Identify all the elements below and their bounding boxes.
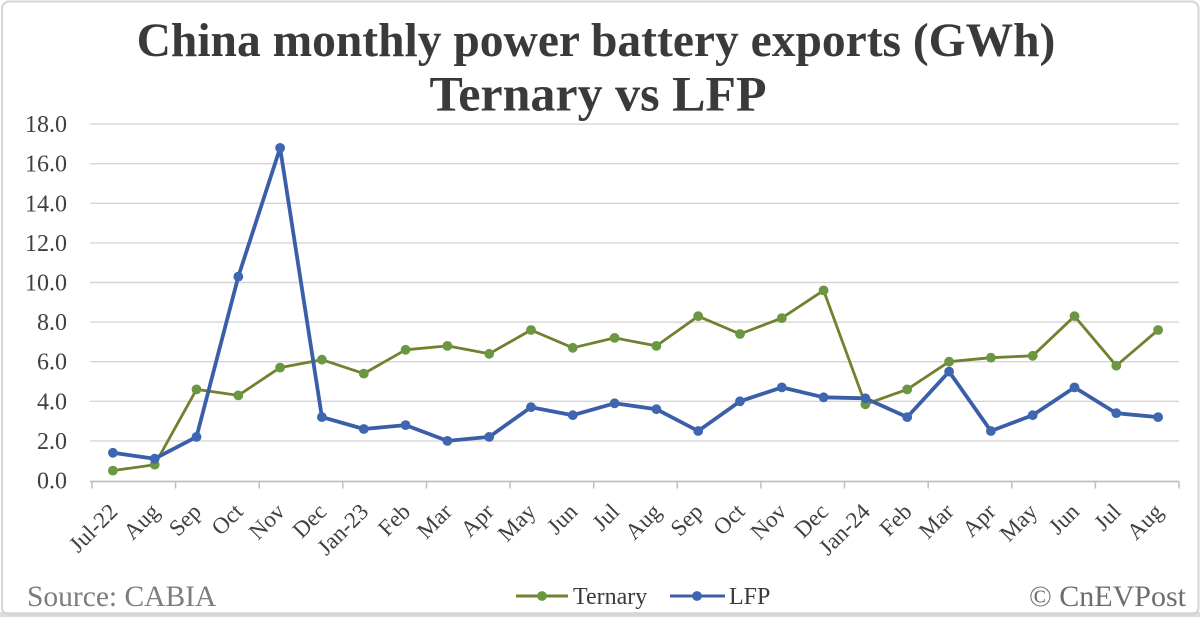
svg-text:Ternary: Ternary bbox=[573, 584, 647, 610]
svg-text:18.0: 18.0 bbox=[25, 112, 67, 138]
svg-text:16.0: 16.0 bbox=[25, 152, 67, 178]
svg-text:Ternary vs LFP: Ternary vs LFP bbox=[429, 66, 766, 122]
svg-text:14.0: 14.0 bbox=[25, 191, 67, 217]
svg-text:8.0: 8.0 bbox=[37, 310, 67, 336]
svg-text:2.0: 2.0 bbox=[37, 429, 67, 455]
svg-text:China monthly power battery ex: China monthly power battery exports (GWh… bbox=[137, 15, 1056, 67]
svg-text:12.0: 12.0 bbox=[25, 231, 67, 257]
svg-text:6.0: 6.0 bbox=[37, 350, 67, 376]
svg-text:© CnEVPost: © CnEVPost bbox=[1029, 580, 1187, 613]
svg-text:10.0: 10.0 bbox=[25, 271, 67, 297]
svg-text:4.0: 4.0 bbox=[37, 389, 67, 415]
svg-text:Source: CABIA: Source: CABIA bbox=[27, 581, 217, 613]
svg-text:0.0: 0.0 bbox=[37, 469, 67, 495]
svg-text:LFP: LFP bbox=[729, 584, 770, 610]
